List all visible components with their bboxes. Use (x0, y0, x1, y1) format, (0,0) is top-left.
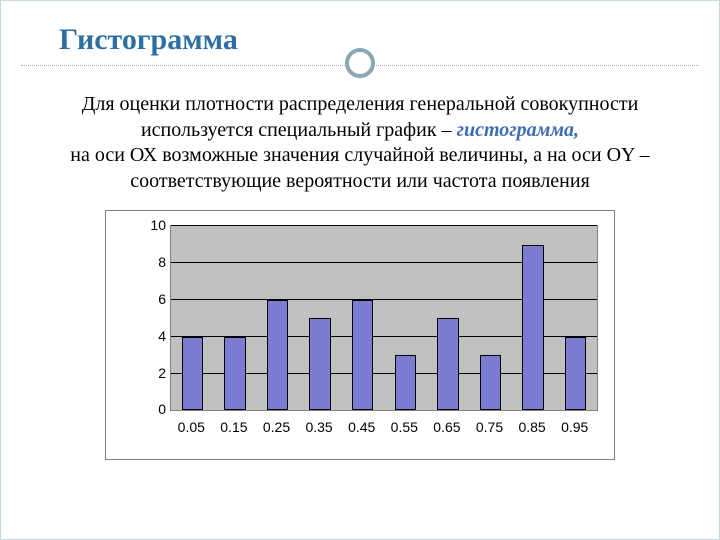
bar (182, 337, 203, 411)
x-axis-labels: 0.05 0.15 0.25 0.35 0.45 0.55 0.65 0.75 0.85 0.95 (170, 415, 598, 445)
bar (565, 337, 586, 411)
body-text: Для оценки плотности распределения генер… (29, 92, 691, 194)
body-line-4: соответствующие вероятности или частота … (130, 170, 590, 192)
bar (437, 318, 458, 410)
y-tick-label: 0 (126, 401, 166, 417)
bar (395, 355, 416, 410)
plot-area (170, 225, 598, 411)
bar (309, 318, 330, 410)
body-line-1: Для оценки плотности распределения генер… (82, 93, 639, 115)
x-tick-label: 0.05 (178, 419, 205, 435)
y-tick-label: 8 (126, 254, 166, 270)
y-tick-label: 4 (126, 328, 166, 344)
term-histogram: гистограмма, (457, 119, 579, 141)
x-tick-label: 0.95 (561, 419, 588, 435)
y-tick-label: 6 (126, 291, 166, 307)
body-line-2a: используется специальный график – (141, 119, 457, 141)
x-tick-label: 0.45 (348, 419, 375, 435)
y-tick-label: 10 (126, 217, 166, 233)
slide: Гистограмма Для оценки плотности распред… (0, 0, 720, 540)
body-line-3: на оси ОХ возможные значения случайной в… (70, 144, 650, 166)
x-tick-label: 0.25 (263, 419, 290, 435)
x-tick-label: 0.35 (305, 419, 332, 435)
x-tick-label: 0.65 (433, 419, 460, 435)
histogram-chart: 0 2 4 6 8 10 0.05 0.15 0.25 0.35 0.45 0.55 0.65 0.75… (105, 210, 615, 460)
bar (267, 300, 288, 410)
bar (224, 337, 245, 411)
slide-title: Гистограмма (59, 23, 719, 57)
x-tick-label: 0.15 (220, 419, 247, 435)
x-tick-label: 0.75 (476, 419, 503, 435)
ring-icon (345, 48, 375, 78)
y-tick-label: 2 (126, 365, 166, 381)
bar (480, 355, 501, 410)
gridline (171, 225, 597, 226)
bar (352, 300, 373, 410)
bar (522, 245, 543, 411)
x-tick-label: 0.55 (391, 419, 418, 435)
x-tick-label: 0.85 (518, 419, 545, 435)
